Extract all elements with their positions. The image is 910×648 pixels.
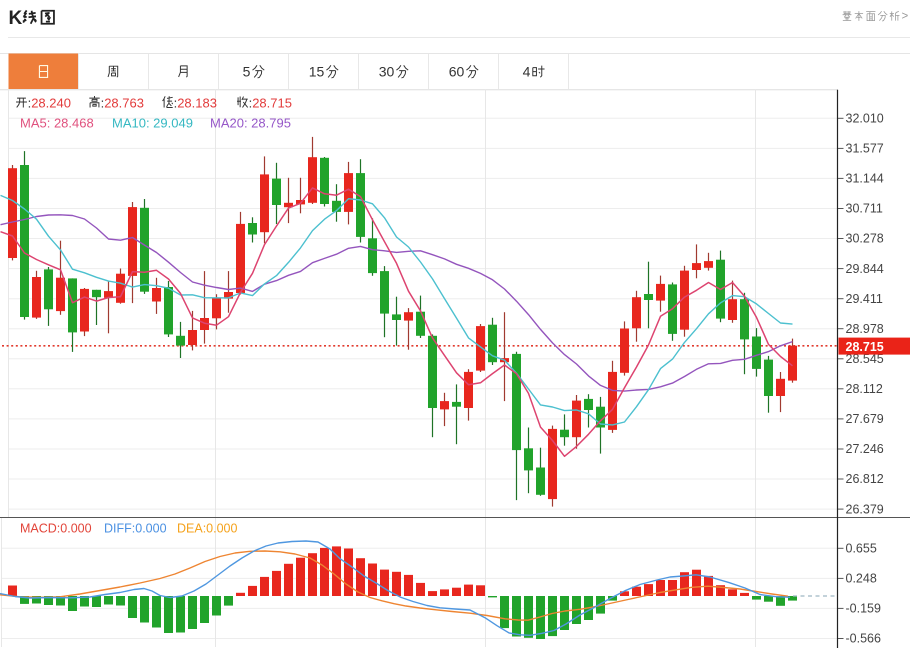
svg-text:28.240: 28.240 xyxy=(31,96,71,111)
svg-text:28.715: 28.715 xyxy=(252,96,292,111)
svg-text:K: K xyxy=(9,8,23,29)
svg-text:60: 60 xyxy=(449,64,465,80)
svg-text::: : xyxy=(174,96,178,111)
svg-text:15: 15 xyxy=(309,64,325,80)
svg-text:30: 30 xyxy=(379,64,395,80)
svg-text:28.763: 28.763 xyxy=(104,96,144,111)
svg-text:30.278: 30.278 xyxy=(846,232,884,246)
svg-text:28.715: 28.715 xyxy=(846,340,884,354)
svg-text:31.577: 31.577 xyxy=(846,142,884,156)
svg-text:31.144: 31.144 xyxy=(846,172,884,186)
svg-text:27.246: 27.246 xyxy=(846,442,884,456)
svg-text::: : xyxy=(101,96,105,111)
svg-text:26.379: 26.379 xyxy=(846,502,884,516)
svg-text:-0.566: -0.566 xyxy=(846,632,881,646)
svg-text:-0.159: -0.159 xyxy=(846,602,881,616)
svg-text:5: 5 xyxy=(243,64,251,80)
svg-text:MA10: 29.049: MA10: 29.049 xyxy=(112,116,193,131)
svg-text:MA20: 28.795: MA20: 28.795 xyxy=(210,116,291,131)
svg-text:32.010: 32.010 xyxy=(846,112,884,126)
svg-text::: : xyxy=(28,96,32,111)
svg-text:28.978: 28.978 xyxy=(846,322,884,336)
svg-text:28.183: 28.183 xyxy=(177,96,217,111)
svg-text:26.812: 26.812 xyxy=(846,472,884,486)
svg-text:4: 4 xyxy=(523,64,531,80)
svg-text:DIFF:0.000: DIFF:0.000 xyxy=(104,522,167,536)
svg-text:>: > xyxy=(902,11,909,23)
svg-text:DEA:0.000: DEA:0.000 xyxy=(177,522,238,536)
svg-text:29.844: 29.844 xyxy=(846,262,884,276)
svg-text:MA5: 28.468: MA5: 28.468 xyxy=(20,116,94,131)
svg-text:27.679: 27.679 xyxy=(846,412,884,426)
svg-text:28.112: 28.112 xyxy=(846,382,883,396)
svg-text:28.545: 28.545 xyxy=(846,352,884,366)
svg-text:0.248: 0.248 xyxy=(846,572,877,586)
svg-text::: : xyxy=(249,96,253,111)
svg-text:MACD:0.000: MACD:0.000 xyxy=(20,522,92,536)
svg-text:0.655: 0.655 xyxy=(846,542,877,556)
svg-text:29.411: 29.411 xyxy=(846,292,883,306)
svg-text:30.711: 30.711 xyxy=(846,202,883,216)
